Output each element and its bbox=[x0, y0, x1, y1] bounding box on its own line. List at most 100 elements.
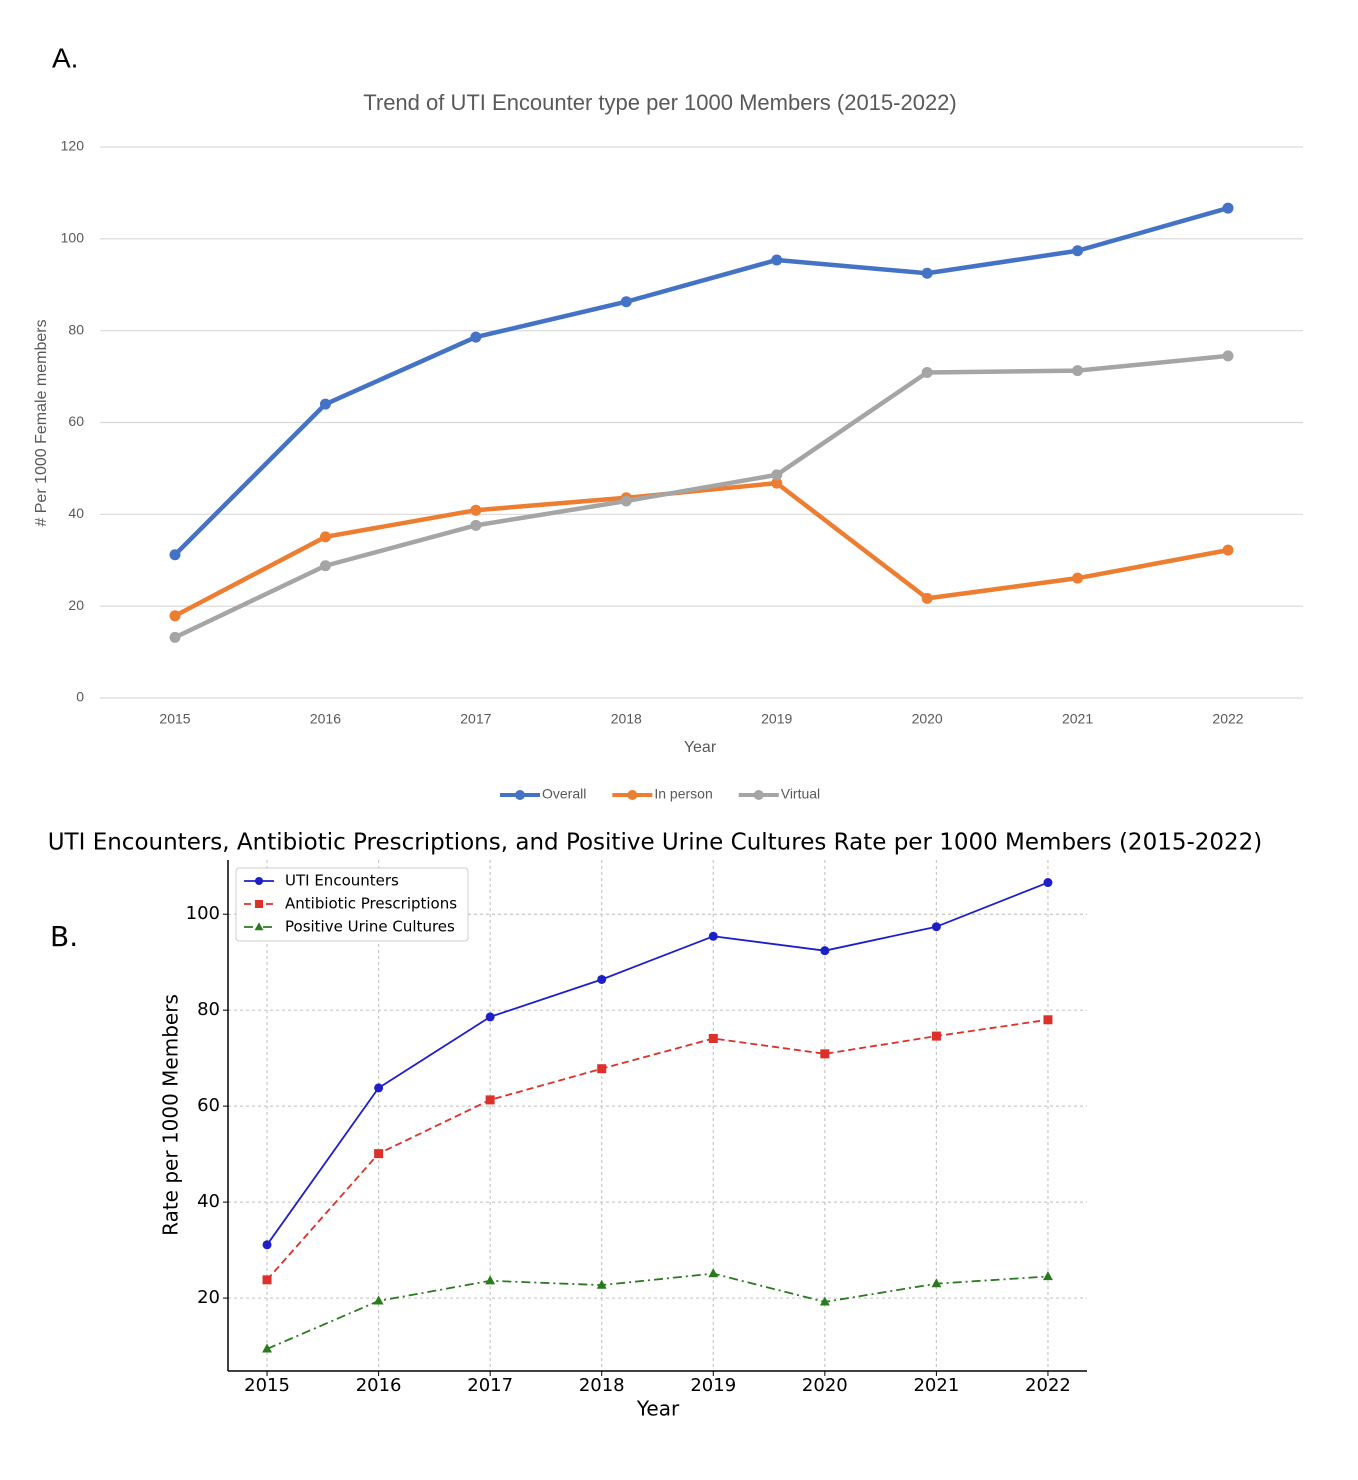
marker bbox=[169, 610, 181, 622]
marker bbox=[921, 592, 933, 604]
legend-label: Overall bbox=[542, 786, 586, 802]
marker bbox=[470, 331, 482, 343]
panel-label: B. bbox=[50, 920, 78, 953]
marker bbox=[1072, 365, 1084, 377]
marker bbox=[771, 477, 783, 489]
marker bbox=[169, 631, 181, 643]
chart: A. Trend of UTI Encounter type per 1000 M… bbox=[33, 42, 1303, 802]
marker bbox=[820, 1049, 830, 1059]
marker bbox=[255, 877, 263, 885]
y-tick-label: 80 bbox=[197, 999, 220, 1020]
x-tick-label: 2015 bbox=[159, 711, 190, 727]
marker bbox=[319, 531, 331, 543]
x-tick-label: 2019 bbox=[761, 711, 792, 727]
x-tick-label: 2022 bbox=[1212, 711, 1243, 727]
x-tick-label: 2018 bbox=[611, 711, 642, 727]
marker bbox=[771, 254, 783, 266]
chart-title: UTI Encounters, Antibiotic Prescriptions… bbox=[48, 830, 1263, 856]
marker bbox=[485, 1095, 495, 1105]
marker bbox=[374, 1083, 384, 1093]
y-tick-label: 80 bbox=[68, 321, 84, 337]
marker bbox=[1043, 1015, 1053, 1025]
y-tick-label: 20 bbox=[197, 1287, 220, 1308]
marker bbox=[169, 549, 181, 561]
x-tick-label: 2018 bbox=[579, 1375, 625, 1396]
marker bbox=[921, 267, 933, 279]
legend-label: Antibiotic Prescriptions bbox=[285, 895, 457, 913]
marker bbox=[753, 790, 764, 800]
legend-label: UTI Encounters bbox=[285, 872, 399, 890]
series-line bbox=[173, 205, 1229, 557]
marker bbox=[627, 790, 638, 800]
marker bbox=[470, 504, 482, 516]
series-line bbox=[174, 353, 1229, 640]
marker bbox=[1072, 245, 1084, 257]
y-tick-label: 60 bbox=[197, 1095, 220, 1116]
legend-label: Positive Urine Cultures bbox=[285, 918, 455, 936]
x-tick-label: 2020 bbox=[912, 711, 943, 727]
marker bbox=[931, 922, 941, 932]
x-tick-label: 2021 bbox=[1062, 711, 1093, 727]
marker bbox=[262, 1275, 272, 1285]
legend-label: In person bbox=[654, 786, 712, 802]
marker bbox=[1222, 350, 1234, 362]
x-tick-label: 2022 bbox=[1025, 1375, 1071, 1396]
marker bbox=[1043, 1271, 1053, 1281]
x-tick-label: 2016 bbox=[310, 711, 341, 727]
series-line bbox=[266, 1018, 1049, 1281]
x-axis-label: Year bbox=[684, 739, 717, 756]
y-tick-label: 100 bbox=[61, 230, 85, 246]
marker bbox=[819, 1296, 830, 1306]
x-tick-label: 2015 bbox=[244, 1375, 290, 1396]
marker bbox=[470, 519, 482, 531]
y-axis-label: Rate per 1000 Members bbox=[159, 994, 183, 1236]
chart-title: Trend of UTI Encounter type per 1000 Mem… bbox=[363, 90, 957, 115]
chart: B. UTI Encounters, Antibiotic Prescriptio… bbox=[48, 830, 1263, 1421]
x-tick-label: 2021 bbox=[913, 1375, 959, 1396]
marker bbox=[1222, 202, 1234, 214]
marker bbox=[374, 1149, 384, 1159]
marker bbox=[931, 1031, 941, 1041]
x-tick-label: 2019 bbox=[690, 1375, 736, 1396]
y-tick-label: 40 bbox=[197, 1191, 220, 1212]
marker bbox=[1072, 572, 1084, 584]
series-line bbox=[266, 881, 1049, 1246]
y-tick-label: 120 bbox=[61, 138, 85, 154]
marker bbox=[771, 469, 783, 481]
marker bbox=[262, 1240, 272, 1250]
panel-label: A. bbox=[52, 42, 78, 73]
marker bbox=[319, 398, 331, 410]
legend-label: Virtual bbox=[781, 786, 820, 802]
y-tick-label: 20 bbox=[68, 597, 84, 613]
y-tick-label: 100 bbox=[186, 903, 220, 924]
marker bbox=[1222, 544, 1234, 556]
marker bbox=[373, 1295, 384, 1305]
marker bbox=[596, 1279, 607, 1289]
y-axis-label: # Per 1000 Female members bbox=[33, 319, 50, 526]
marker bbox=[931, 1278, 942, 1288]
x-axis-label: Year bbox=[636, 1397, 680, 1421]
series-line bbox=[173, 480, 1229, 618]
marker bbox=[820, 946, 830, 956]
x-tick-label: 2017 bbox=[460, 711, 491, 727]
y-tick-label: 40 bbox=[68, 505, 84, 521]
marker bbox=[254, 922, 264, 931]
y-tick-label: 0 bbox=[76, 689, 84, 705]
x-tick-label: 2020 bbox=[802, 1375, 848, 1396]
marker bbox=[597, 1064, 607, 1074]
marker bbox=[620, 296, 632, 308]
marker bbox=[708, 1268, 719, 1278]
marker bbox=[708, 931, 718, 941]
y-tick-label: 60 bbox=[68, 413, 84, 429]
legend-box bbox=[235, 867, 469, 942]
marker bbox=[921, 366, 933, 378]
marker bbox=[1043, 878, 1053, 888]
marker bbox=[485, 1012, 495, 1022]
marker bbox=[620, 495, 632, 507]
marker bbox=[485, 1275, 496, 1285]
marker bbox=[255, 900, 263, 908]
marker bbox=[597, 974, 607, 984]
marker bbox=[262, 1343, 272, 1353]
